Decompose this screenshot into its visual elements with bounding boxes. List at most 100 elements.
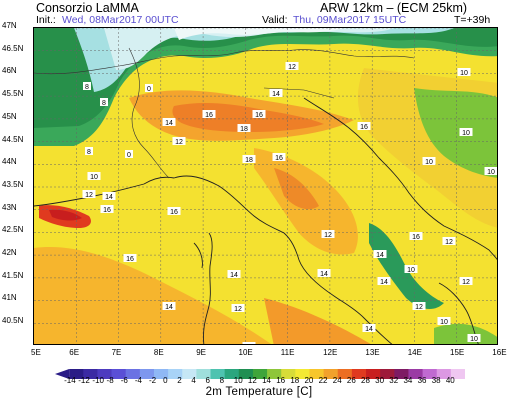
colorbar-tick-label: 10 (233, 376, 243, 385)
lon-tick-label: 15E (450, 348, 465, 357)
temp-label: 8 (85, 84, 89, 91)
temp-label: 10 (440, 319, 448, 326)
temp-label: 8 (87, 149, 91, 156)
temp-label-bg (82, 190, 96, 198)
lon-tick-corner: 5E (31, 348, 41, 357)
temp-label: 10 (90, 174, 98, 181)
colorbar-swatch (436, 369, 452, 379)
temp-label: 16 (103, 207, 111, 214)
lat-tick-label: 44N (2, 157, 17, 167)
temp-label: 14 (380, 279, 388, 286)
colorbar-swatch (238, 369, 254, 379)
temp-label: 16 (205, 112, 213, 119)
colorbar-swatch (196, 369, 212, 379)
temp-label-bg (272, 153, 286, 161)
lon-tick-label: 13E (365, 348, 380, 357)
temp-label-bg (285, 62, 299, 70)
temp-label-bg (87, 172, 101, 180)
colorbar-swatch (97, 369, 113, 379)
colorbar-tick-label: -12 (78, 376, 90, 385)
temp-label: 10 (470, 336, 478, 343)
colorbar-tick-label: 36 (417, 376, 427, 385)
colorbar-tick-label: 20 (304, 376, 314, 385)
colorbar-tick-label: 28 (361, 376, 370, 385)
colorbar-tick-label: -8 (106, 376, 114, 385)
temp-label-bg (409, 232, 423, 240)
temp-label: 8 (102, 100, 106, 107)
colorbar-tick-label: 32 (389, 376, 399, 385)
lead-time: T=+39h (454, 14, 491, 26)
colorbar-tick-label: 12 (247, 376, 257, 385)
lon-tick-label: 12E (323, 348, 338, 357)
temp-label: 14 (230, 272, 238, 279)
colorbar-swatch (267, 369, 282, 379)
colorbar-swatch (281, 369, 296, 379)
lat-tick-label: 41N (2, 293, 17, 303)
temp-label-bg (437, 317, 451, 325)
lat-tick-label: 44.5N (2, 134, 24, 144)
temp-label-bg (362, 324, 376, 332)
colorbar-tick-label: 38 (431, 376, 441, 385)
colorbar-swatch (224, 369, 240, 379)
colorbar-tick-label: 22 (318, 376, 328, 385)
colorbar-swatch (323, 369, 339, 379)
colorbar-swatch (295, 369, 310, 379)
temp-label-bg (412, 302, 426, 310)
colorbar-swatch (83, 369, 98, 379)
colorbar-arrow-left (55, 369, 70, 379)
colorbar-tick-label: 4 (191, 376, 196, 385)
temp-label-bg (162, 302, 176, 310)
temp-label: 14 (105, 194, 113, 201)
temp-label-bg (317, 269, 331, 277)
temp-label-bg (459, 128, 473, 136)
init-label: Init.: (36, 14, 56, 26)
temp-label-bg (231, 304, 245, 312)
temp-label: 14 (272, 91, 280, 98)
model-title: ARW 12km – (ECM 25km) (320, 1, 468, 15)
temp-label: 16 (412, 234, 420, 241)
temp-label-bg (422, 157, 436, 165)
temp-label-bg (377, 277, 391, 285)
colorbar-tick-label: 26 (346, 376, 356, 385)
temp-label-bg (467, 334, 481, 342)
temp-label-bg (242, 155, 256, 163)
lon-tick-label: 11E (280, 348, 295, 357)
lat-tick-label: 42.5N (2, 225, 24, 235)
temp-label: 18 (240, 126, 248, 133)
temp-label: 10 (460, 70, 468, 77)
colorbar-tick-label: 8 (219, 376, 225, 385)
init-value: Wed, 08Mar2017 00UTC (62, 14, 179, 26)
temp-label: 12 (288, 64, 296, 71)
temp-label: 16 (255, 112, 263, 119)
lat-tick-label: 40.5N (2, 316, 24, 326)
colorbar-swatch (210, 369, 226, 379)
temp-label-bg (373, 250, 387, 258)
temp-label: 14 (320, 271, 328, 278)
temp-label-bg (321, 230, 335, 238)
valid-value: Thu, 09Mar2017 15UTC (293, 14, 407, 26)
colorbar-tick-label: 16 (276, 376, 286, 385)
colorbar-tick-label: 6 (205, 376, 210, 385)
lat-tick-label: 45.5N (2, 89, 24, 99)
temp-label: 14 (245, 344, 253, 345)
temp-label: 12 (324, 232, 332, 239)
org-title: Consorzio LaMMA (36, 1, 139, 15)
colorbar-swatch (408, 369, 424, 379)
temp-label-bg (459, 277, 473, 285)
temp-label: 10 (487, 169, 495, 176)
lat-tick-label: 46.5N (2, 43, 24, 53)
temp-label: 10 (425, 159, 433, 166)
temp-label: 12 (175, 139, 183, 146)
temp-label-bg (162, 118, 176, 126)
colorbar-tick-label: 2 (177, 376, 182, 385)
lat-tick-label: 42N (2, 248, 17, 257)
temp-label-bg (237, 124, 251, 132)
lon-tick-label: 16E (492, 348, 507, 357)
colorbar-swatch (69, 369, 84, 379)
lon-tick-label: 8E (153, 348, 164, 357)
colorbar-tick-label: -2 (148, 376, 157, 385)
colorbar-swatch (366, 369, 381, 379)
temp-label-bg (102, 192, 116, 200)
temp-label-bg (100, 205, 114, 213)
temp-label-bg (404, 265, 418, 273)
